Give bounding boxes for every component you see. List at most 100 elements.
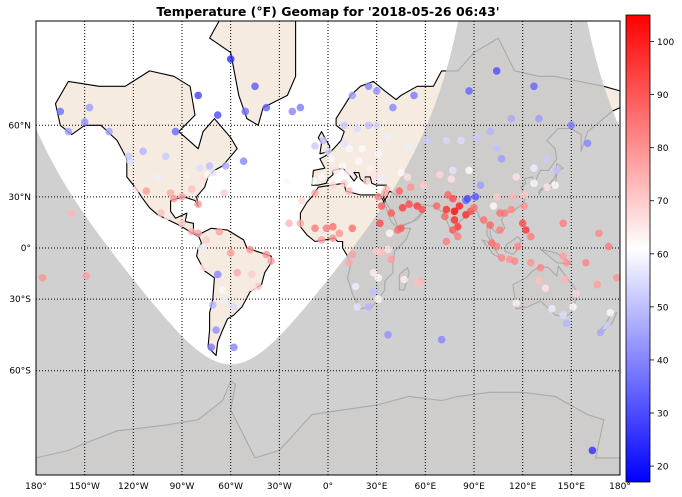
- station-point: [166, 189, 175, 197]
- station-point: [372, 87, 381, 95]
- station-point: [454, 232, 462, 241]
- station-point: [371, 171, 379, 179]
- station-point: [222, 162, 230, 170]
- station-point: [582, 258, 590, 267]
- station-point: [340, 121, 349, 130]
- station-point: [405, 142, 413, 150]
- station-point: [194, 229, 202, 238]
- station-point: [530, 179, 538, 187]
- station-point: [593, 280, 602, 289]
- station-point: [406, 183, 415, 191]
- station-point: [486, 127, 495, 136]
- station-point: [510, 257, 519, 265]
- station-point: [345, 187, 353, 195]
- parallel-label: 60°N: [8, 121, 31, 131]
- station-point: [340, 139, 349, 148]
- colorbar: 100 90 80 70 60 50 40 30 20: [625, 14, 674, 483]
- station-point: [512, 299, 520, 307]
- station-point: [403, 173, 412, 181]
- station-point: [230, 303, 238, 311]
- station-point: [205, 162, 214, 170]
- station-point: [139, 147, 147, 156]
- station-point: [187, 227, 196, 236]
- station-point: [311, 142, 319, 150]
- station-point: [343, 168, 352, 177]
- meridian-label: 120°E: [509, 482, 537, 492]
- station-point: [251, 82, 259, 91]
- station-point: [353, 124, 362, 133]
- station-point: [285, 219, 293, 228]
- station-point: [374, 274, 383, 282]
- night-shade: [36, 21, 620, 475]
- station-point: [548, 305, 556, 313]
- station-point: [387, 209, 396, 217]
- graticule: [36, 21, 620, 475]
- station-point: [522, 226, 530, 234]
- station-point: [345, 258, 353, 267]
- station-point: [67, 209, 76, 217]
- station-point: [419, 181, 428, 189]
- station-point: [220, 297, 228, 305]
- station-point: [296, 219, 305, 228]
- station-point: [520, 202, 529, 210]
- station-point: [226, 249, 235, 257]
- station-point: [470, 204, 478, 212]
- station-point: [239, 157, 248, 165]
- colorbar-tick-label: 90: [657, 91, 669, 101]
- map-title: Temperature (°F) Geomap for '2018-05-26 …: [156, 4, 500, 19]
- station-point: [317, 236, 326, 244]
- colorbar-tick-label: 20: [657, 463, 669, 473]
- station-point: [423, 136, 431, 145]
- station-point: [209, 301, 217, 309]
- station-point: [296, 103, 305, 112]
- station-points: [38, 55, 620, 455]
- station-point: [449, 166, 457, 175]
- station-point: [374, 193, 383, 201]
- station-point: [233, 268, 241, 277]
- station-point: [163, 212, 172, 221]
- station-point: [213, 270, 222, 279]
- station-point: [220, 189, 228, 197]
- station-point: [535, 277, 543, 286]
- station-point: [496, 209, 504, 217]
- station-point: [418, 205, 426, 214]
- station-point: [497, 253, 506, 262]
- station-point: [194, 200, 202, 208]
- station-point: [450, 207, 459, 216]
- station-point: [348, 250, 357, 259]
- parallel-label: 30°N: [8, 193, 31, 203]
- station-point: [489, 202, 498, 210]
- station-point: [348, 224, 357, 233]
- station-point: [527, 258, 535, 267]
- station-point: [262, 103, 271, 112]
- station-point: [569, 303, 577, 311]
- station-point: [338, 162, 347, 170]
- station-point: [230, 343, 238, 352]
- station-point: [497, 155, 506, 163]
- station-point: [246, 245, 254, 254]
- station-point: [442, 205, 451, 214]
- colorbar-frame: [625, 14, 651, 483]
- station-point: [187, 185, 196, 193]
- station-point: [213, 111, 222, 119]
- station-point: [551, 181, 559, 189]
- station-point: [374, 150, 383, 158]
- station-point: [512, 173, 520, 181]
- station-point: [142, 187, 151, 195]
- station-point: [387, 255, 396, 264]
- station-point: [385, 229, 394, 238]
- station-point: [124, 152, 133, 161]
- station-point: [364, 82, 373, 91]
- station-point: [207, 343, 215, 352]
- station-point: [64, 127, 73, 136]
- meridian-label: 30°E: [366, 482, 388, 492]
- station-point: [364, 303, 373, 311]
- station-point: [442, 237, 451, 246]
- station-point: [366, 164, 375, 172]
- station-point: [543, 155, 551, 163]
- station-point: [85, 103, 94, 112]
- meridian-label: 180°: [25, 482, 47, 492]
- station-point: [377, 175, 386, 183]
- station-point: [473, 133, 482, 142]
